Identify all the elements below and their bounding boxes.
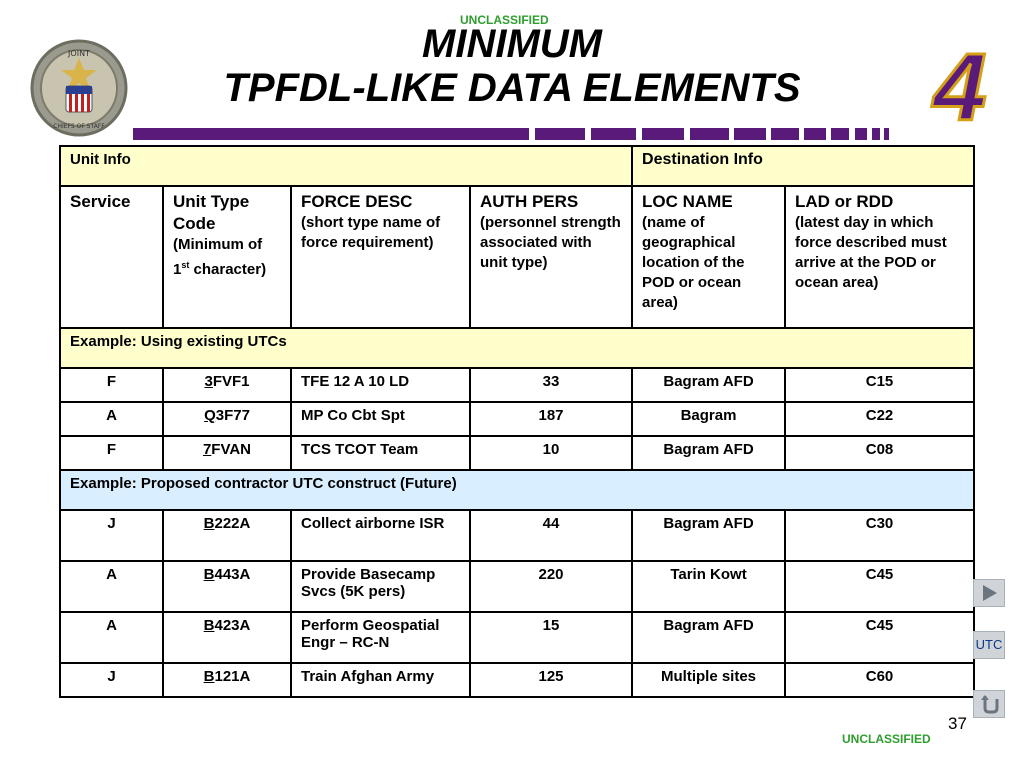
next-slide-button[interactable]	[973, 579, 1005, 607]
seal-text-top: JOINT	[67, 49, 90, 58]
col-service: Service	[59, 185, 164, 329]
group-header-row: Unit Info Destination Info	[58, 145, 976, 187]
table-row: F 3FVF1 TFE 12 A 10 LD 33 Bagram AFD C15	[59, 367, 976, 403]
play-icon	[983, 585, 997, 601]
col-loc-name: LOC NAME (name of geographical location o…	[631, 185, 787, 329]
classification-bottom: UNCLASSIFIED	[842, 732, 931, 746]
joint-chiefs-seal-icon: JOINT CHIEFS OF STAFF	[30, 39, 128, 137]
logo-glyph: 4	[931, 38, 986, 130]
table-row: A B423A Perform Geospatial Engr – RC-N 1…	[59, 611, 976, 664]
example1-band: Example: Using existing UTCs	[58, 327, 976, 369]
table-row: A Q3F77 MP Co Cbt Spt 187 Bagram C22	[59, 401, 976, 437]
tpfdl-data-table: Unit Info Destination Info Service Unit …	[58, 145, 976, 698]
column-header-row: Service Unit Type Code (Minimum of 1st c…	[59, 185, 976, 329]
title-divider-rule	[0, 128, 1024, 140]
return-icon	[981, 695, 999, 714]
table-row: F 7FVAN TCS TCOT Team 10 Bagram AFD C08	[59, 435, 976, 471]
table-row: A B443A Provide Basecamp Svcs (5K pers) …	[59, 560, 976, 613]
col-force-desc: FORCE DESC (short type name of force requ…	[290, 185, 471, 329]
classification-top: UNCLASSIFIED	[460, 13, 549, 27]
title-line-1: MINIMUM	[422, 22, 602, 66]
col-unit-type-code: Unit Type Code (Minimum of 1st character…	[162, 185, 292, 329]
group-destination-info: Destination Info	[631, 145, 976, 187]
example2-band: Example: Proposed contractor UTC constru…	[58, 469, 976, 511]
title-line-2: TPFDL-LIKE DATA ELEMENTS	[223, 66, 801, 110]
table-row: J B121A Train Afghan Army 125 Multiple s…	[59, 662, 976, 698]
utc-link-button[interactable]: UTC	[973, 631, 1005, 659]
page-number: 37	[948, 714, 967, 733]
table-row: J B222A Collect airborne ISR 44 Bagram A…	[59, 509, 976, 562]
group-unit-info: Unit Info	[58, 145, 634, 187]
return-button[interactable]	[973, 690, 1005, 718]
col-lad-rdd: LAD or RDD (latest day in which force des…	[784, 185, 976, 329]
seal-text-bottom: CHIEFS OF STAFF	[53, 123, 105, 130]
col-auth-pers: AUTH PERS (personnel strength associated …	[468, 185, 634, 329]
j4-logo-icon: 4	[930, 38, 988, 130]
